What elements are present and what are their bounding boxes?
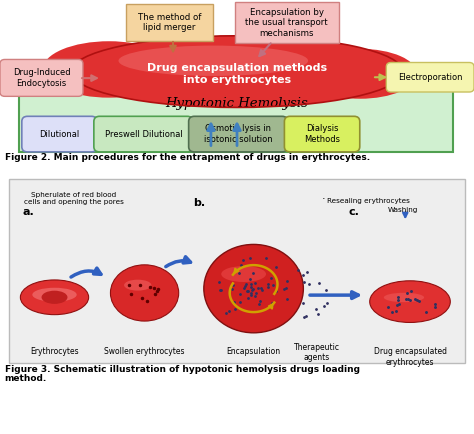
Text: Swollen erythrocytes: Swollen erythrocytes — [104, 347, 185, 356]
Text: Washing: Washing — [388, 207, 418, 213]
Text: Drug encapsulated
erythrocytes: Drug encapsulated erythrocytes — [374, 347, 447, 367]
FancyBboxPatch shape — [126, 4, 213, 41]
Text: method.: method. — [5, 374, 47, 383]
Text: Erythrocytes: Erythrocytes — [30, 347, 79, 356]
Text: c.: c. — [348, 207, 359, 217]
FancyBboxPatch shape — [9, 179, 465, 363]
Text: b.: b. — [193, 198, 206, 208]
Ellipse shape — [42, 291, 67, 304]
Text: The method of
lipid merger: The method of lipid merger — [138, 13, 201, 33]
Ellipse shape — [370, 281, 450, 322]
Text: ·: · — [321, 194, 325, 204]
Text: Osmotic lysis in
isotonic solution: Osmotic lysis in isotonic solution — [204, 125, 273, 144]
Text: Encapsulation by
the usual transport
mechanisms: Encapsulation by the usual transport mec… — [246, 8, 328, 38]
Text: Encapsulation: Encapsulation — [227, 347, 281, 356]
FancyBboxPatch shape — [0, 59, 83, 96]
Text: Hypotonic Hemolysis: Hypotonic Hemolysis — [165, 97, 309, 110]
Text: Spherulate of red blood
cells and opening the pores: Spherulate of red blood cells and openin… — [24, 192, 123, 205]
FancyBboxPatch shape — [386, 62, 474, 92]
Ellipse shape — [221, 266, 266, 282]
Ellipse shape — [118, 46, 308, 76]
Ellipse shape — [204, 244, 303, 333]
FancyBboxPatch shape — [189, 116, 288, 152]
Ellipse shape — [43, 41, 175, 98]
FancyBboxPatch shape — [235, 2, 339, 43]
Ellipse shape — [303, 49, 417, 99]
Text: Drug encapsulation methods
into erythrocytes: Drug encapsulation methods into erythroc… — [147, 63, 327, 85]
Ellipse shape — [110, 265, 179, 321]
Text: Dialysis
Methods: Dialysis Methods — [304, 125, 340, 144]
FancyBboxPatch shape — [284, 116, 360, 152]
Text: Resealing erythrocytes: Resealing erythrocytes — [327, 198, 410, 204]
Text: Drug-Induced
Endocytosis: Drug-Induced Endocytosis — [13, 68, 70, 88]
Text: Electroporation: Electroporation — [398, 73, 463, 82]
Text: a.: a. — [23, 207, 35, 217]
Text: Preswell Dilutional: Preswell Dilutional — [104, 130, 182, 138]
FancyBboxPatch shape — [22, 116, 97, 152]
Text: Therapeutic
agents: Therapeutic agents — [293, 343, 340, 362]
Ellipse shape — [124, 279, 151, 291]
Ellipse shape — [32, 288, 77, 302]
Text: Figure 2. Main procedures for the entrapment of drugs in erythrocytes.: Figure 2. Main procedures for the entrap… — [5, 153, 370, 162]
Text: Dilutional: Dilutional — [39, 130, 80, 138]
Ellipse shape — [71, 36, 403, 108]
FancyBboxPatch shape — [19, 85, 453, 152]
Text: Figure 3. Schematic illustration of hypotonic hemolysis drugs loading: Figure 3. Schematic illustration of hypo… — [5, 365, 360, 374]
Ellipse shape — [20, 280, 89, 315]
FancyBboxPatch shape — [94, 116, 193, 152]
Ellipse shape — [384, 293, 424, 302]
